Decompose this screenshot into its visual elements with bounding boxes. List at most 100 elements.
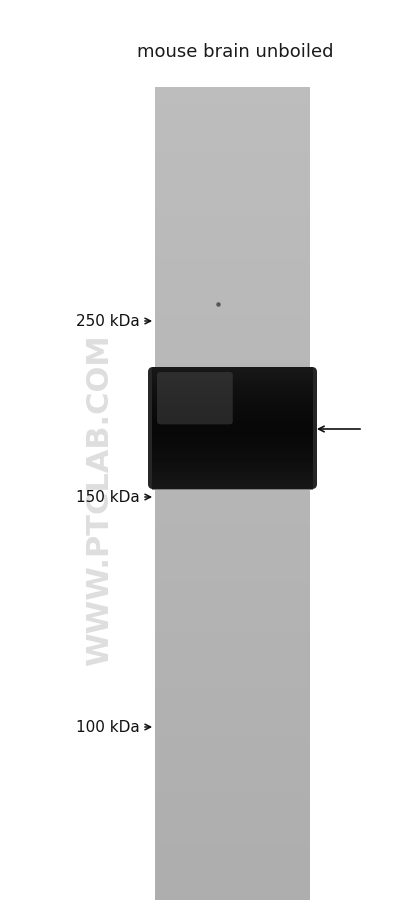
Bar: [155, 469, 310, 478]
Bar: [155, 250, 310, 259]
Bar: [152, 482, 313, 483]
Bar: [152, 465, 313, 467]
Bar: [155, 607, 310, 616]
Bar: [152, 441, 313, 443]
Bar: [152, 394, 313, 397]
Bar: [155, 258, 310, 267]
Bar: [155, 680, 310, 689]
Text: 150 kDa: 150 kDa: [76, 490, 140, 505]
Bar: [152, 477, 313, 480]
Text: 100 kDa: 100 kDa: [76, 720, 140, 735]
Bar: [155, 640, 310, 649]
Bar: [155, 185, 310, 194]
Bar: [155, 266, 310, 275]
Bar: [152, 409, 313, 410]
Bar: [155, 136, 310, 146]
Bar: [155, 307, 310, 316]
Bar: [152, 368, 313, 370]
Bar: [155, 834, 310, 843]
Bar: [152, 430, 313, 433]
Bar: [155, 428, 310, 437]
Bar: [155, 696, 310, 705]
Bar: [155, 161, 310, 170]
Bar: [155, 96, 310, 106]
Bar: [152, 400, 313, 402]
Bar: [155, 631, 310, 640]
Bar: [155, 583, 310, 592]
Bar: [155, 364, 310, 373]
Bar: [155, 802, 310, 811]
Bar: [152, 487, 313, 490]
Bar: [155, 323, 310, 332]
Bar: [152, 451, 313, 454]
Bar: [155, 226, 310, 235]
Bar: [155, 615, 310, 624]
Bar: [152, 376, 313, 378]
Bar: [152, 435, 313, 437]
Bar: [155, 128, 310, 138]
Bar: [152, 388, 313, 391]
Bar: [155, 331, 310, 340]
Bar: [152, 459, 313, 462]
Bar: [152, 443, 313, 446]
Bar: [155, 875, 310, 884]
Bar: [155, 112, 310, 122]
Bar: [155, 713, 310, 722]
Bar: [155, 144, 310, 153]
Bar: [155, 761, 310, 770]
Bar: [152, 412, 313, 415]
Bar: [155, 234, 310, 243]
Bar: [155, 461, 310, 470]
Bar: [155, 104, 310, 114]
Bar: [155, 193, 310, 202]
Bar: [155, 721, 310, 730]
Bar: [155, 745, 310, 754]
Bar: [155, 493, 310, 502]
Bar: [155, 209, 310, 218]
Bar: [152, 370, 313, 373]
Bar: [152, 469, 313, 472]
Bar: [155, 566, 310, 575]
Bar: [152, 386, 313, 389]
Bar: [152, 378, 313, 381]
Bar: [152, 380, 313, 382]
Bar: [152, 467, 313, 470]
Bar: [155, 867, 310, 876]
Bar: [155, 485, 310, 494]
Bar: [155, 542, 310, 551]
Bar: [155, 299, 310, 308]
Bar: [155, 526, 310, 535]
Bar: [152, 422, 313, 425]
Bar: [155, 851, 310, 860]
Bar: [152, 485, 313, 488]
Bar: [152, 420, 313, 423]
Bar: [155, 372, 310, 381]
Bar: [155, 502, 310, 511]
Bar: [155, 437, 310, 446]
Bar: [155, 217, 310, 226]
Bar: [155, 810, 310, 819]
Bar: [155, 672, 310, 681]
Bar: [155, 290, 310, 299]
Bar: [155, 883, 310, 892]
Bar: [155, 380, 310, 389]
Bar: [152, 446, 313, 449]
Bar: [152, 433, 313, 435]
Bar: [155, 826, 310, 835]
Bar: [155, 591, 310, 600]
Bar: [155, 453, 310, 462]
Bar: [152, 483, 313, 486]
Text: WWW.PTCLAB.COM: WWW.PTCLAB.COM: [86, 334, 114, 665]
Bar: [152, 417, 313, 419]
Bar: [152, 398, 313, 400]
Bar: [155, 648, 310, 657]
Bar: [152, 392, 313, 394]
Bar: [152, 414, 313, 417]
Bar: [152, 384, 313, 386]
Bar: [155, 558, 310, 567]
Bar: [155, 656, 310, 665]
Bar: [152, 437, 313, 439]
Bar: [152, 402, 313, 405]
Bar: [152, 453, 313, 456]
Bar: [155, 818, 310, 827]
